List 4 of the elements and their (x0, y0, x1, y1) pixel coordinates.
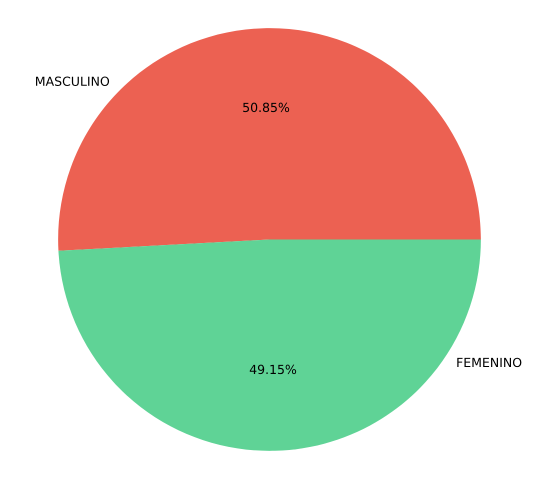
slice-label: FEMENINO (457, 358, 522, 368)
data-label: 50.85% (243, 102, 290, 112)
slice-label: MASCULINO (36, 76, 110, 86)
data-label: 49.15% (250, 364, 296, 374)
